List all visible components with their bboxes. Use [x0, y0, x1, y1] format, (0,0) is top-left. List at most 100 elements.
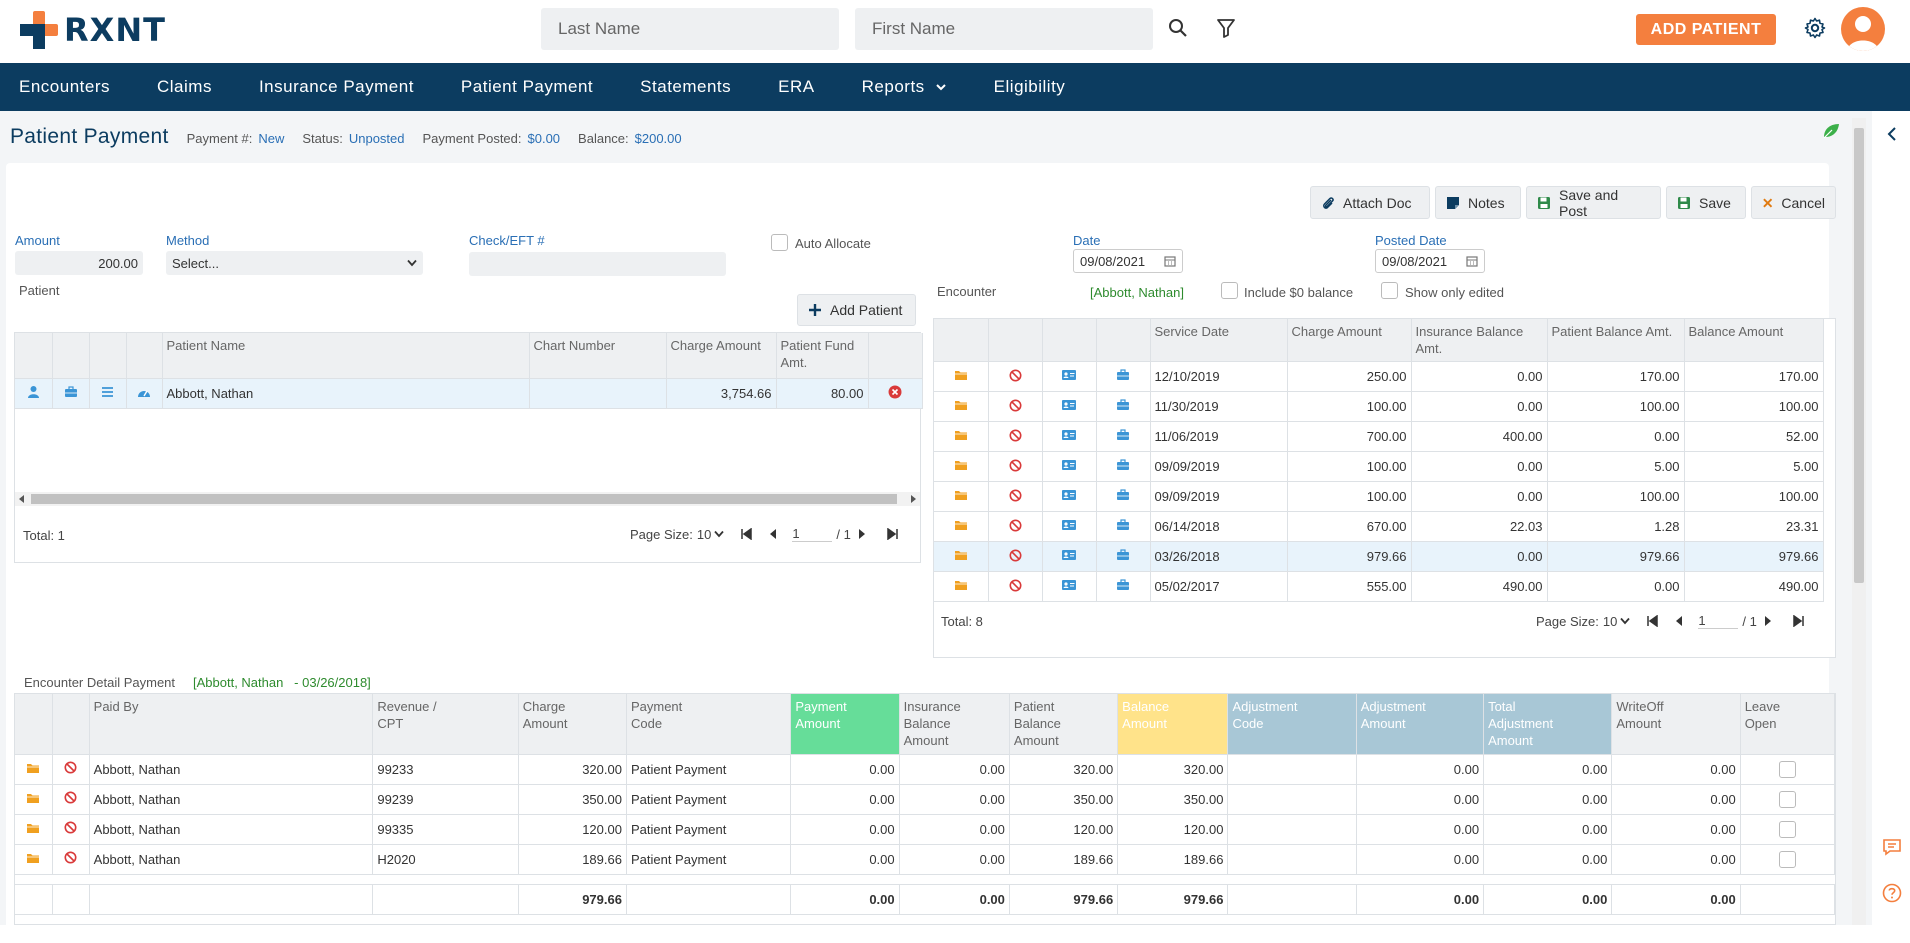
block-icon[interactable]	[64, 791, 77, 804]
void-cell[interactable]	[988, 421, 1043, 452]
payment-code-cell[interactable]: Patient Payment	[626, 844, 792, 875]
id-card-icon[interactable]	[1061, 519, 1077, 531]
dashboard-cell[interactable]	[126, 378, 163, 409]
folder-icon[interactable]	[954, 549, 968, 561]
rxnt-logo[interactable]: RXNT	[20, 10, 166, 50]
scrollbar-thumb[interactable]	[31, 494, 897, 504]
insurance-cell[interactable]	[1096, 541, 1151, 572]
open-folder-cell[interactable]	[934, 361, 989, 392]
table-row[interactable]: Abbott, Nathan H2020 189.66 Patient Payment…	[15, 844, 1836, 875]
nav-reports[interactable]: Reports	[862, 77, 947, 97]
amount-input[interactable]: 200.00	[15, 251, 143, 275]
id-card-icon[interactable]	[1061, 549, 1077, 561]
nav-encounters[interactable]: Encounters	[19, 77, 110, 96]
payment-code-cell[interactable]: Patient Payment	[626, 784, 792, 815]
id-card-icon[interactable]	[1061, 489, 1077, 501]
payment-amount-cell[interactable]: 0.00	[790, 784, 900, 815]
page-size-select[interactable]: 10	[696, 526, 712, 542]
nav-insurance-payment[interactable]: Insurance Payment	[258, 77, 414, 96]
id-card-icon[interactable]	[1061, 459, 1077, 471]
briefcase-icon[interactable]	[1116, 429, 1130, 441]
adjustment-amount-cell[interactable]: 0.00	[1356, 814, 1485, 845]
check-eft-input[interactable]	[469, 252, 726, 276]
col-charge-amount[interactable]: Charge Amount	[1287, 319, 1412, 362]
horizontal-scrollbar[interactable]	[15, 492, 920, 506]
calendar-icon[interactable]	[1466, 255, 1478, 267]
folder-icon[interactable]	[954, 519, 968, 531]
nav-patient-payment[interactable]: Patient Payment	[460, 77, 594, 96]
notes-button[interactable]: Notes	[1435, 186, 1521, 219]
menu-cell[interactable]	[89, 378, 127, 409]
briefcase-icon[interactable]	[1116, 549, 1130, 561]
insurance-cell[interactable]	[1096, 571, 1151, 602]
folder-icon[interactable]	[954, 579, 968, 591]
insurance-cell[interactable]	[1096, 511, 1151, 542]
add-patient-button[interactable]: ADD PATIENT	[1636, 14, 1776, 45]
writeoff-amount-cell[interactable]: 0.00	[1611, 814, 1741, 845]
table-row[interactable]: Abbott, Nathan 3,754.66 80.00	[15, 378, 923, 409]
open-folder-cell[interactable]	[15, 814, 53, 845]
leave-open-checkbox[interactable]	[1778, 790, 1796, 808]
briefcase-icon[interactable]	[64, 385, 78, 398]
posted-date-input[interactable]: 09/08/2021	[1375, 249, 1485, 273]
remove-cell[interactable]	[868, 378, 923, 409]
adjustment-code-cell[interactable]	[1227, 814, 1357, 845]
user-avatar[interactable]	[1841, 7, 1885, 51]
folder-icon[interactable]	[954, 489, 968, 501]
folder-icon[interactable]	[954, 399, 968, 411]
last-name-input[interactable]	[541, 8, 839, 50]
help-icon[interactable]	[1882, 883, 1902, 903]
briefcase-icon[interactable]	[1116, 489, 1130, 501]
table-row[interactable]: 06/14/2018 670.00 22.03 1.28 23.31	[934, 511, 1824, 542]
patient-card-cell[interactable]	[1042, 391, 1097, 422]
folder-icon[interactable]	[954, 369, 968, 381]
table-row[interactable]: 09/09/2019 100.00 0.00 5.00 5.00	[934, 451, 1824, 482]
prev-page-icon[interactable]	[768, 528, 778, 540]
chevron-down-icon[interactable]	[714, 530, 725, 538]
void-cell[interactable]	[988, 481, 1043, 512]
payment-amount-cell[interactable]: 0.00	[790, 814, 900, 845]
first-name-input[interactable]	[855, 8, 1153, 50]
search-icon[interactable]	[1166, 16, 1190, 40]
void-cell[interactable]	[988, 511, 1043, 542]
adjustment-amount-cell[interactable]: 0.00	[1356, 754, 1485, 785]
briefcase-icon[interactable]	[1116, 459, 1130, 471]
table-row[interactable]: Abbott, Nathan 99335 120.00 Patient Payment…	[15, 814, 1836, 845]
block-icon[interactable]	[64, 761, 77, 774]
void-cell[interactable]	[52, 754, 90, 785]
open-folder-cell[interactable]	[934, 391, 989, 422]
folder-icon[interactable]	[26, 762, 40, 774]
leave-open-cell[interactable]	[1740, 814, 1836, 845]
leave-open-checkbox[interactable]	[1778, 820, 1796, 838]
block-icon[interactable]	[64, 851, 77, 864]
col-patient-name[interactable]: Patient Name	[162, 333, 530, 379]
id-card-icon[interactable]	[1061, 369, 1077, 381]
method-select[interactable]: Select...	[166, 251, 423, 275]
col-balance-amount[interactable]: Balance Amount	[1117, 694, 1229, 755]
folder-icon[interactable]	[26, 822, 40, 834]
void-cell[interactable]	[52, 784, 90, 815]
table-row[interactable]: Abbott, Nathan 99233 320.00 Patient Payment…	[15, 754, 1836, 785]
scroll-left-icon[interactable]	[18, 495, 26, 503]
void-cell[interactable]	[52, 844, 90, 875]
table-row[interactable]: 11/30/2019 100.00 0.00 100.00 100.00	[934, 391, 1824, 422]
writeoff-amount-cell[interactable]: 0.00	[1611, 784, 1741, 815]
col-writeoff-amount[interactable]: WriteOff Amount	[1611, 694, 1741, 755]
table-row[interactable]: Abbott, Nathan 99239 350.00 Patient Payment…	[15, 784, 1836, 815]
open-folder-cell[interactable]	[934, 481, 989, 512]
leave-open-cell[interactable]	[1740, 754, 1836, 785]
col-total-adjustment[interactable]: Total Adjustment Amount	[1483, 694, 1613, 755]
writeoff-amount-cell[interactable]: 0.00	[1611, 754, 1741, 785]
scrollbar-thumb[interactable]	[1854, 128, 1864, 583]
col-patient-fund[interactable]: Patient Fund Amt.	[776, 333, 869, 379]
open-folder-cell[interactable]	[15, 844, 53, 875]
id-card-icon[interactable]	[1061, 399, 1077, 411]
col-adjustment-amount[interactable]: Adjustment Amount	[1356, 694, 1485, 755]
auto-allocate-checkbox[interactable]	[771, 234, 788, 251]
table-row[interactable]: 05/02/2017 555.00 490.00 0.00 490.00	[934, 571, 1824, 602]
gauge-icon[interactable]	[137, 386, 151, 398]
block-icon[interactable]	[64, 821, 77, 834]
show-edited-checkbox[interactable]	[1381, 282, 1398, 299]
open-folder-cell[interactable]	[934, 541, 989, 572]
patient-card-cell[interactable]	[1042, 511, 1097, 542]
